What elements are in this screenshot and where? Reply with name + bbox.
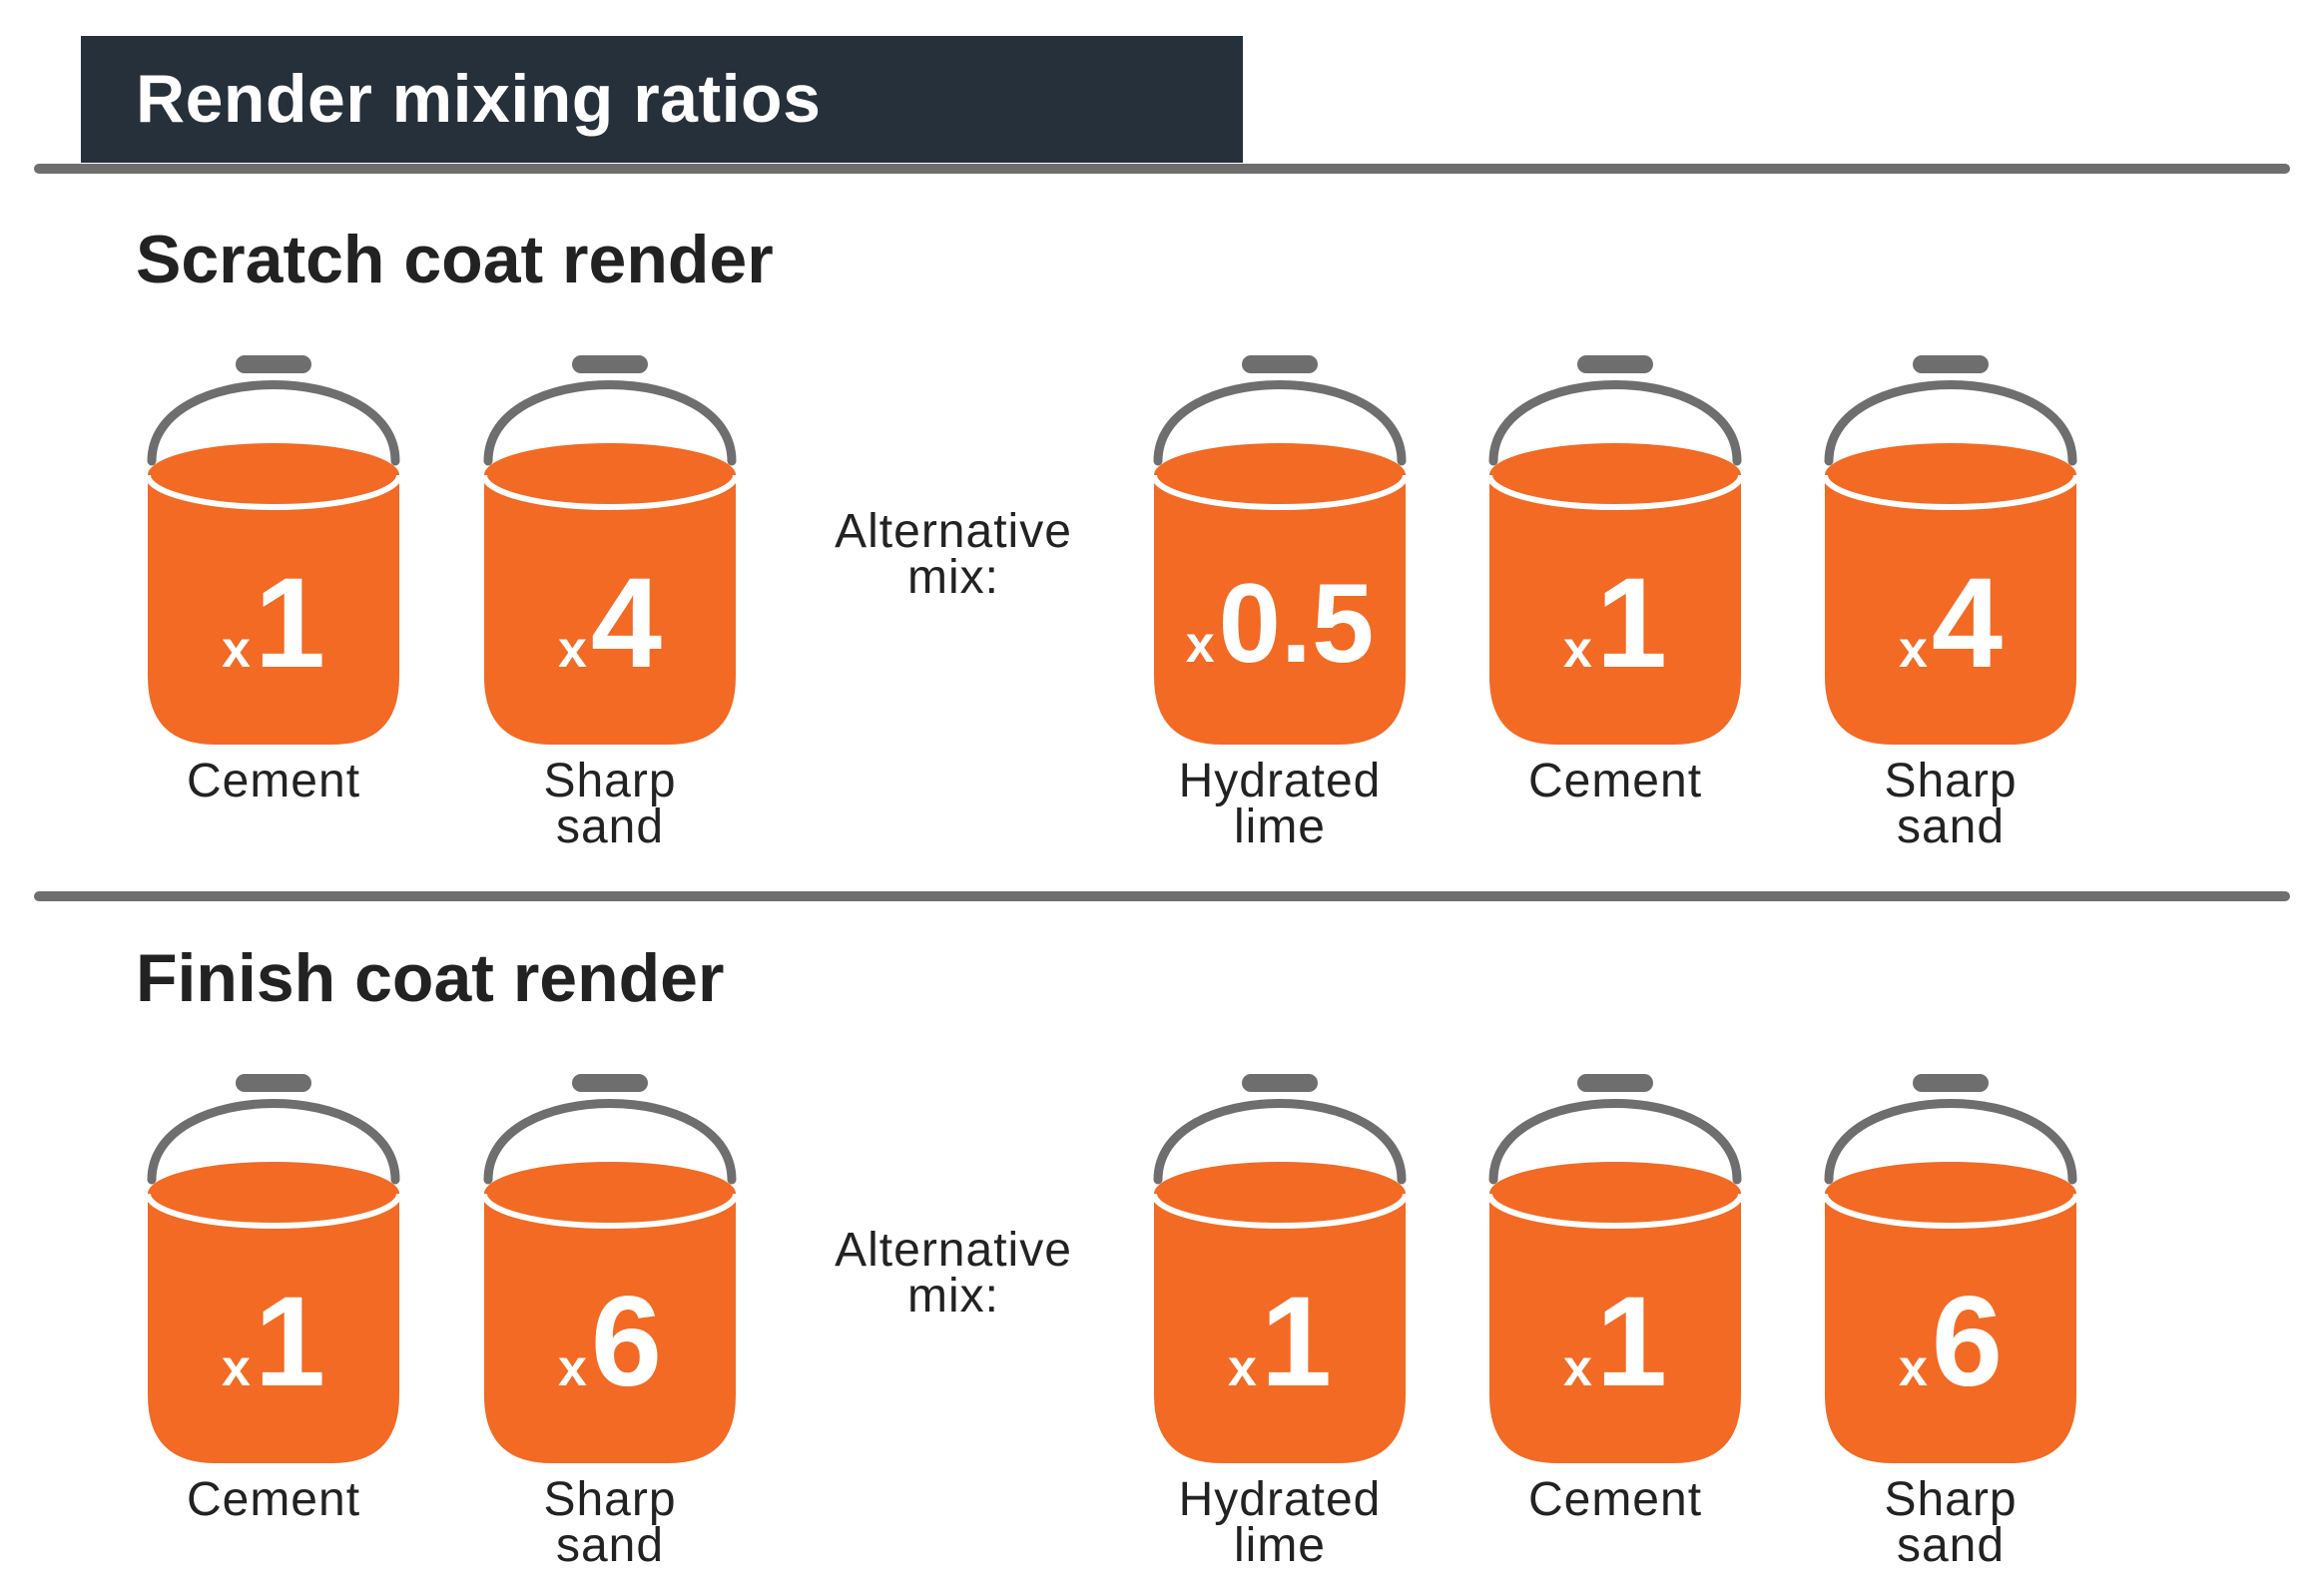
bucket-label-line: Hydrated bbox=[1178, 1473, 1382, 1526]
bucket-label-line: sand bbox=[555, 1519, 665, 1572]
bucket-sharp-sand: x 6 Sharp sand bbox=[1817, 1068, 2084, 1577]
bucket-hydrated-lime: x 0.5 Hydrated lime bbox=[1146, 349, 1414, 858]
alternative-label-line: Alternative bbox=[835, 505, 1072, 558]
bucket-label: Sharp sand bbox=[1777, 755, 2124, 853]
bucket-label: Cement bbox=[1442, 755, 1789, 807]
bucket-label: Sharp sand bbox=[1777, 1473, 2124, 1572]
bucket-label: Cement bbox=[100, 755, 447, 807]
title-banner bbox=[81, 36, 1243, 163]
quantity-value: 1 bbox=[254, 552, 326, 695]
bucket-label-line: Hydrated bbox=[1178, 755, 1382, 807]
bucket-label-line: Sharp bbox=[543, 755, 677, 807]
bucket-quantity: x 1 bbox=[1489, 554, 1741, 694]
page-title: Render mixing ratios bbox=[136, 61, 822, 137]
bucket-cement: x 1 Cement bbox=[1481, 349, 1749, 858]
quantity-value: 1 bbox=[1595, 552, 1668, 695]
bucket-label-line: sand bbox=[1896, 1519, 2006, 1572]
bucket-label: Hydrated lime bbox=[1106, 755, 1453, 853]
alternative-label-line: mix: bbox=[907, 1270, 999, 1323]
bucket-quantity: x 4 bbox=[1825, 554, 2076, 694]
quantity-value: 1 bbox=[254, 1271, 326, 1413]
quantity-value: 0.5 bbox=[1218, 561, 1375, 686]
bucket-label: Sharp sand bbox=[436, 1473, 784, 1572]
bucket-hydrated-lime: x 1 Hydrated lime bbox=[1146, 1068, 1414, 1577]
bucket-label-line: Cement bbox=[186, 1473, 361, 1526]
section-scratch-coat: Scratch coat render x 1 Cement x 4 Sharp… bbox=[0, 0, 2324, 851]
alternative-mix-label: Alternative mix: bbox=[799, 505, 1108, 604]
quantity-value: 4 bbox=[1931, 552, 2004, 695]
bucket-label-line: lime bbox=[1233, 1519, 1326, 1572]
bucket-label: Sharp sand bbox=[436, 755, 784, 853]
bucket-label-line: Sharp bbox=[1884, 755, 2018, 807]
bucket-label-line: Sharp bbox=[543, 1473, 677, 1526]
section-title: Finish coat render bbox=[136, 940, 725, 1016]
bucket-label-line: Cement bbox=[1527, 755, 1703, 807]
bucket-cement: x 1 Cement bbox=[140, 1068, 407, 1577]
alternative-label-line: mix: bbox=[907, 551, 999, 604]
quantity-prefix: x bbox=[221, 1339, 251, 1397]
quantity-prefix: x bbox=[557, 1339, 587, 1397]
bucket-quantity: x 6 bbox=[1825, 1273, 2076, 1412]
divider-middle bbox=[34, 891, 2290, 901]
bucket-label: Hydrated lime bbox=[1106, 1473, 1453, 1572]
quantity-prefix: x bbox=[557, 621, 587, 679]
quantity-value: 4 bbox=[590, 552, 663, 695]
quantity-prefix: x bbox=[1185, 616, 1215, 674]
quantity-prefix: x bbox=[1898, 1339, 1928, 1397]
bucket-label-line: Cement bbox=[1527, 1473, 1703, 1526]
bucket-label-line: Sharp bbox=[1884, 1473, 2018, 1526]
bucket-cement: x 1 Cement bbox=[140, 349, 407, 858]
bucket-label-line: sand bbox=[1896, 800, 2006, 853]
bucket-sharp-sand: x 4 Sharp sand bbox=[1817, 349, 2084, 858]
bucket-label-line: sand bbox=[555, 800, 665, 853]
quantity-value: 1 bbox=[1260, 1271, 1333, 1413]
bucket-quantity: x 4 bbox=[484, 554, 736, 694]
alternative-mix-label: Alternative mix: bbox=[799, 1224, 1108, 1323]
quantity-prefix: x bbox=[1562, 621, 1592, 679]
bucket-quantity: x 1 bbox=[1154, 1273, 1406, 1412]
bucket-sharp-sand: x 6 Sharp sand bbox=[476, 1068, 744, 1577]
bucket-quantity: x 6 bbox=[484, 1273, 736, 1412]
quantity-prefix: x bbox=[1227, 1339, 1257, 1397]
quantity-prefix: x bbox=[1562, 1339, 1592, 1397]
quantity-value: 6 bbox=[590, 1271, 663, 1413]
quantity-prefix: x bbox=[1898, 621, 1928, 679]
quantity-value: 1 bbox=[1595, 1271, 1668, 1413]
bucket-label: Cement bbox=[1442, 1473, 1789, 1526]
section-title: Scratch coat render bbox=[136, 222, 774, 297]
section-finish-coat: Finish coat render x 1 Cement x 6 Sharp … bbox=[0, 719, 2324, 1570]
divider-top bbox=[34, 164, 2290, 174]
bucket-label-line: Cement bbox=[186, 755, 361, 807]
bucket-label-line: lime bbox=[1233, 800, 1326, 853]
bucket-label: Cement bbox=[100, 1473, 447, 1526]
bucket-quantity: x 0.5 bbox=[1154, 554, 1406, 694]
bucket-sharp-sand: x 4 Sharp sand bbox=[476, 349, 744, 858]
bucket-quantity: x 1 bbox=[148, 1273, 399, 1412]
bucket-quantity: x 1 bbox=[1489, 1273, 1741, 1412]
alternative-label-line: Alternative bbox=[835, 1224, 1072, 1277]
quantity-value: 6 bbox=[1931, 1271, 2004, 1413]
bucket-cement: x 1 Cement bbox=[1481, 1068, 1749, 1577]
bucket-quantity: x 1 bbox=[148, 554, 399, 694]
quantity-prefix: x bbox=[221, 621, 251, 679]
